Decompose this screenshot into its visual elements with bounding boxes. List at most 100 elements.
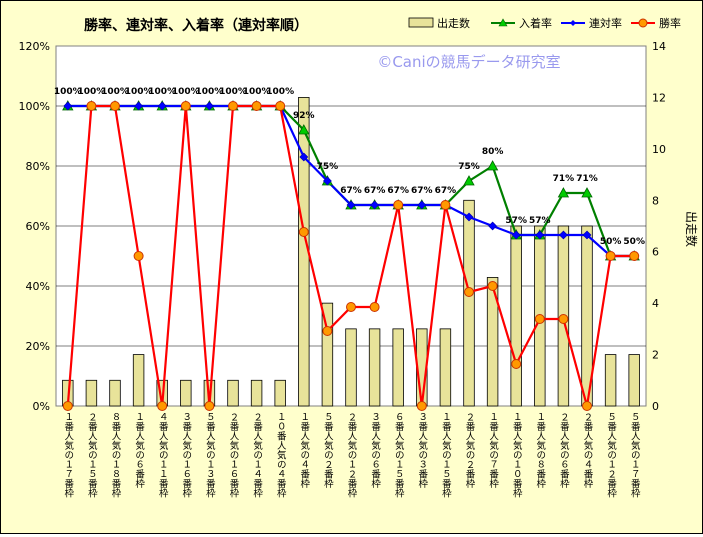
legend-marker <box>570 20 576 26</box>
x-tick-label: ３番人気の６番枠 <box>369 412 381 489</box>
y2-tick-label: 0 <box>652 400 659 413</box>
y2-tick-label: 8 <box>652 194 659 207</box>
y-tick-label: 40% <box>26 280 50 293</box>
data-label: 100% <box>172 87 200 97</box>
data-label: 100% <box>148 87 176 97</box>
data-label: 100% <box>54 87 82 97</box>
point <box>629 251 640 261</box>
x-tick-label: １番人気の１５番枠 <box>440 412 452 498</box>
x-tick-label: １番人気の４番枠 <box>298 412 310 489</box>
legend-label: 入着率 <box>519 16 552 30</box>
data-label: 71% <box>553 174 575 184</box>
point <box>63 101 73 111</box>
data-label: 57% <box>529 216 551 226</box>
data-label: 50% <box>623 237 645 247</box>
point <box>180 101 191 111</box>
point <box>110 101 120 111</box>
y-tick-label: 60% <box>26 220 50 233</box>
point <box>488 221 498 231</box>
x-tick-label: １０番人気の４番枠 <box>275 412 287 498</box>
y-tick-label: 100% <box>19 100 50 113</box>
y2-tick-label: 2 <box>652 349 659 362</box>
bar <box>463 199 475 407</box>
bar <box>132 354 145 407</box>
point <box>486 160 499 171</box>
point <box>204 401 215 411</box>
y2-tick-label: 6 <box>652 246 659 259</box>
point <box>369 302 380 312</box>
x-tick-label: ６番人気の１５番枠 <box>393 412 405 498</box>
bar <box>109 379 121 407</box>
point <box>393 200 404 210</box>
bar <box>439 328 452 407</box>
bar <box>604 354 617 407</box>
x-tick-label: ４番人気の１１番枠 <box>157 412 169 498</box>
point <box>558 230 568 240</box>
point <box>557 187 570 198</box>
bar <box>274 379 286 407</box>
bar <box>345 328 357 407</box>
data-label: 80% <box>482 147 504 157</box>
data-label: 100% <box>243 87 271 97</box>
data-label: 75% <box>317 162 339 172</box>
bar <box>321 302 334 407</box>
y-tick-label: 20% <box>26 340 50 353</box>
x-tick-label: ５番人気の１３番枠 <box>204 412 216 498</box>
point <box>582 401 592 411</box>
point <box>251 101 262 111</box>
point <box>511 230 521 240</box>
point <box>298 124 310 135</box>
bar <box>392 328 404 407</box>
data-label: 100% <box>219 87 247 97</box>
point <box>346 200 356 210</box>
x-tick-label: ２番人気の１６番枠 <box>228 412 240 498</box>
data-label: 67% <box>411 186 433 196</box>
x-tick-label: ８番人気の１８番枠 <box>110 412 122 498</box>
data-label: 50% <box>600 237 622 247</box>
point <box>417 200 427 210</box>
y-tick-label: 80% <box>26 160 50 173</box>
data-label: 100% <box>125 87 153 97</box>
x-tick-label: １番人気の１０番枠 <box>511 412 523 498</box>
chart-title: 勝率、連対率、入着率（連対率順） <box>84 17 308 34</box>
point <box>157 401 168 411</box>
data-label: 100% <box>77 87 105 97</box>
bar <box>510 225 522 407</box>
point <box>298 227 309 237</box>
y2-tick-label: 10 <box>652 143 666 156</box>
x-tick-label: ２番人気の１５番枠 <box>86 412 98 498</box>
point <box>464 212 474 222</box>
x-tick-label: ２番人気の２番枠 <box>464 412 476 489</box>
point <box>440 200 451 210</box>
point <box>62 401 73 411</box>
legend-marker <box>638 18 648 28</box>
bar <box>486 277 499 407</box>
data-label: 57% <box>505 216 527 226</box>
legend-marker <box>498 18 508 27</box>
x-tick-label: １番人気の７番枠 <box>487 412 499 489</box>
point <box>511 359 522 369</box>
x-tick-label: ５番人気の１７番枠 <box>629 412 641 498</box>
point <box>157 101 167 111</box>
x-tick-label: ５番人気の１２番枠 <box>605 412 617 498</box>
data-label: 75% <box>458 162 480 172</box>
point <box>605 251 616 261</box>
data-label: 71% <box>576 174 598 184</box>
y-tick-label: 120% <box>19 40 50 53</box>
point <box>275 101 286 111</box>
point <box>299 152 309 162</box>
data-label: 67% <box>435 186 457 196</box>
x-tick-label: ５番人気の２番枠 <box>322 412 334 489</box>
point <box>228 101 238 111</box>
data-label: 67% <box>364 186 386 196</box>
bar <box>180 379 192 407</box>
legend-label: 勝率 <box>659 16 681 30</box>
data-label: 92% <box>293 111 315 121</box>
data-label: 100% <box>266 87 294 97</box>
point <box>370 200 380 210</box>
point <box>582 230 592 240</box>
point <box>487 281 498 291</box>
legend-label: 出走数 <box>437 16 470 30</box>
point <box>322 176 332 186</box>
